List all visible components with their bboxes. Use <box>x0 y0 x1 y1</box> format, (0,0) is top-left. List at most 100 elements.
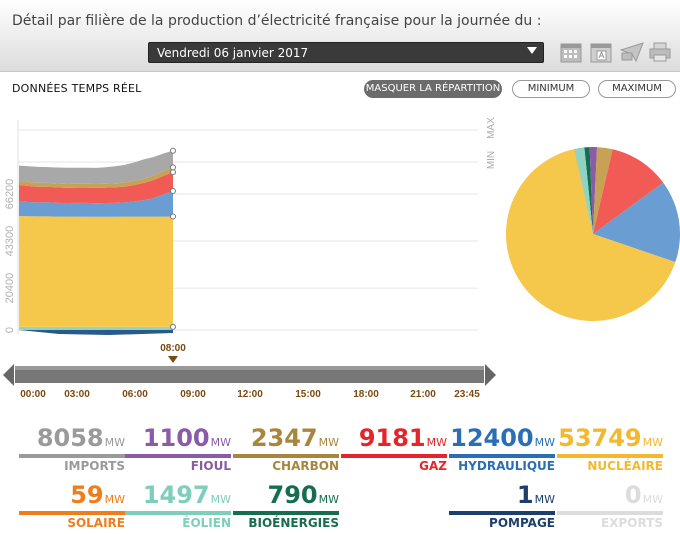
figure-bar <box>19 454 125 458</box>
chevron-down-icon <box>527 47 537 54</box>
current-time-marker[interactable] <box>168 356 178 363</box>
timeline-tick-label: 00:00 <box>20 389 46 400</box>
area-nucléaire <box>19 215 173 327</box>
figure-bar <box>449 454 555 458</box>
figure-unit: MW <box>426 436 447 449</box>
figure-unit: MW <box>104 493 125 506</box>
figure-éolien: 1497MW ÉOLIEN <box>125 481 231 530</box>
timeline-track[interactable] <box>15 366 484 383</box>
y-axis-labels: 0 20400 43300 66200 <box>4 179 16 333</box>
area-eolien <box>19 326 173 330</box>
series-handle[interactable] <box>170 188 176 195</box>
minimum-button[interactable]: MINIMUM <box>512 80 590 98</box>
figure-value: 1100MW <box>143 424 231 452</box>
figure-value: 59MW <box>70 481 125 509</box>
figure-value: 2347MW <box>251 424 339 452</box>
figure-nucléaire: 53749MW NUCLÉAIRE <box>557 424 663 473</box>
series-handles <box>170 147 176 330</box>
figure-value: 53749MW <box>558 424 663 452</box>
figure-charbon: 2347MW CHARBON <box>233 424 339 473</box>
timeline-tick-label: 23:45 <box>454 389 480 400</box>
figure-number: 1497 <box>142 481 210 509</box>
figure-label: CHARBON <box>272 459 339 473</box>
figure-unit: MW <box>642 493 663 506</box>
figure-number: 8058 <box>36 424 104 452</box>
figure-number: 53749 <box>558 424 642 452</box>
figure-number: 0 <box>624 481 642 509</box>
mask-distribution-button[interactable]: MASQUER LA RÉPARTITION <box>364 80 502 98</box>
figure-solaire: 59MW SOLAIRE <box>19 481 125 530</box>
y-tick-label: 43300 <box>4 226 16 257</box>
figure-hydraulique: 12400MW HYDRAULIQUE <box>449 424 555 473</box>
timeline-tick-label: 09:00 <box>180 389 206 400</box>
pie-slice-bioénergies <box>584 147 593 234</box>
realtime-label: DONNÉES TEMPS RÉEL <box>12 82 142 95</box>
figure-label: GAZ <box>419 459 447 473</box>
figure-label: SOLAIRE <box>67 516 125 530</box>
figure-unit: MW <box>642 436 663 449</box>
figure-label: EXPORTS <box>601 516 663 530</box>
series-handle[interactable] <box>170 213 176 220</box>
figure-number: 2347 <box>250 424 318 452</box>
production-chart: 0 20400 43300 66200 MAX MIN <box>4 117 680 335</box>
figure-value: 12400MW <box>450 424 555 452</box>
figure-unit: MW <box>534 436 555 449</box>
timeline-left-arrow[interactable] <box>3 364 14 386</box>
figure-value: 1MW <box>517 481 555 509</box>
timeline-tick-label: 03:00 <box>64 389 90 400</box>
y-tick-label: 0 <box>4 327 16 333</box>
figure-unit: MW <box>210 436 231 449</box>
date-select-value: Vendredi 06 janvier 2017 <box>157 46 309 60</box>
area-imports <box>19 150 173 184</box>
figure-value: 9181MW <box>359 424 447 452</box>
figure-bar <box>449 511 555 515</box>
figure-unit: MW <box>318 493 339 506</box>
calendar-a-icon[interactable] <box>589 40 613 64</box>
series-handle[interactable] <box>170 164 176 171</box>
timeline-right-arrow[interactable] <box>485 364 496 386</box>
figure-unit: MW <box>534 493 555 506</box>
pie-slice-charbon <box>593 147 613 234</box>
figure-label: NUCLÉAIRE <box>587 459 663 473</box>
area-hydraulique <box>19 191 173 217</box>
timeline-tick-label: 06:00 <box>122 389 148 400</box>
series-handle[interactable] <box>170 169 176 176</box>
figure-fioul: 1100MW FIOUL <box>125 424 231 473</box>
figure-label: ÉOLIEN <box>182 516 231 530</box>
calendar-icon[interactable] <box>559 40 583 64</box>
figure-unit: MW <box>210 493 231 506</box>
area-charbon <box>19 167 173 188</box>
min-label: MIN <box>486 151 497 169</box>
figure-exports: 0MW EXPORTS <box>557 481 663 530</box>
figure-bioénergies: 790MW BIOÉNERGIES <box>233 481 339 530</box>
maximum-button[interactable]: MAXIMUM <box>598 80 676 98</box>
figure-number: 12400 <box>450 424 534 452</box>
figure-bar <box>341 454 447 458</box>
area-pompage <box>19 330 173 335</box>
figure-bar <box>125 454 231 458</box>
figure-value: 8058MW <box>37 424 125 452</box>
figure-label: POMPAGE <box>489 516 555 530</box>
pie-slice-éolien <box>574 147 593 234</box>
timeline-tick-label: 18:00 <box>353 389 379 400</box>
figure-number: 790 <box>267 481 318 509</box>
figure-number: 1 <box>516 481 534 509</box>
area-gaz <box>19 172 173 204</box>
pie-slice-hydraulique <box>593 182 680 263</box>
series-handle[interactable] <box>170 147 176 154</box>
figure-unit: MW <box>104 436 125 449</box>
figure-unit: MW <box>318 436 339 449</box>
print-icon[interactable] <box>648 40 672 64</box>
figure-label: BIOÉNERGIES <box>248 516 339 530</box>
timeline-tick-label: 12:00 <box>237 389 263 400</box>
pie-slice-fioul <box>589 147 598 234</box>
date-select[interactable]: Vendredi 06 janvier 2017 <box>148 42 544 63</box>
figure-bar <box>19 511 125 515</box>
series-handle[interactable] <box>170 323 176 330</box>
figure-number: 1100 <box>142 424 210 452</box>
pie-slice-solaire <box>573 149 593 234</box>
timeline-tick-label: 15:00 <box>295 389 321 400</box>
stacked-areas <box>19 150 173 335</box>
send-icon[interactable] <box>620 40 644 64</box>
y-tick-label: 20400 <box>4 273 16 304</box>
